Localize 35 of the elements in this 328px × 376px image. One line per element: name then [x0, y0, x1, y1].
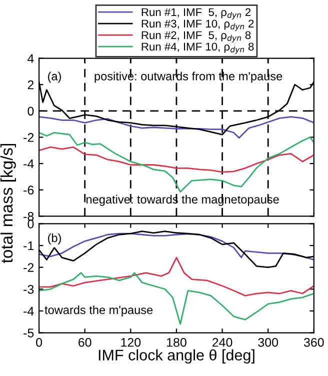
y-tick-label: -8	[24, 212, 34, 221]
annotation: towards the m'pause	[44, 305, 153, 316]
annotation: (b)	[48, 233, 61, 244]
y-tick-label: -4	[24, 159, 34, 168]
y-tick-label: -1	[24, 241, 34, 250]
y-tick-label: 2	[28, 80, 34, 90]
x-tick-label: 180	[166, 338, 186, 347]
y-tick-label: -2	[24, 133, 34, 142]
legend-label: Run #4, IMF 10, ρ$_{dyn}$ 8	[142, 42, 254, 54]
line-series	[39, 132, 314, 193]
line-series	[39, 256, 314, 296]
x-tick-label: 300	[258, 338, 278, 347]
y-tick-label: -6	[24, 186, 34, 195]
annotation: (a)	[48, 72, 61, 83]
line-series	[39, 272, 314, 325]
y-tick-label: -5	[24, 328, 34, 338]
line-series	[39, 146, 314, 173]
legend-label: Run #2, IMF 5, ρ$_{dyn}$ 8	[142, 31, 251, 42]
annotation: positive: outwards from the m'pause	[94, 72, 282, 83]
x-tick-label: 120	[121, 338, 141, 347]
x-tick-label: 60	[78, 338, 92, 347]
x-tick-label: 0	[36, 338, 42, 347]
x-tick-label: 360	[304, 338, 324, 347]
y-tick-label: -2	[24, 263, 34, 272]
line-series	[39, 232, 314, 260]
y-tick-label: -3	[24, 284, 34, 294]
x-tick-label: 240	[212, 338, 232, 347]
y-axis-title: total mass [kg/s]	[0, 144, 16, 263]
legend-label: Run #1, IMF 5, ρ$_{dyn}$ 2	[142, 8, 251, 20]
x-axis-title: IMF clock angle θ [deg]	[98, 349, 254, 364]
y-tick-label: 4	[28, 54, 34, 63]
y-tick-label: -4	[24, 306, 34, 316]
y-tick-label: 0	[28, 106, 34, 116]
legend-label: Run #3, IMF 10, ρ$_{dyn}$ 2	[142, 20, 254, 31]
line-series	[39, 116, 314, 139]
